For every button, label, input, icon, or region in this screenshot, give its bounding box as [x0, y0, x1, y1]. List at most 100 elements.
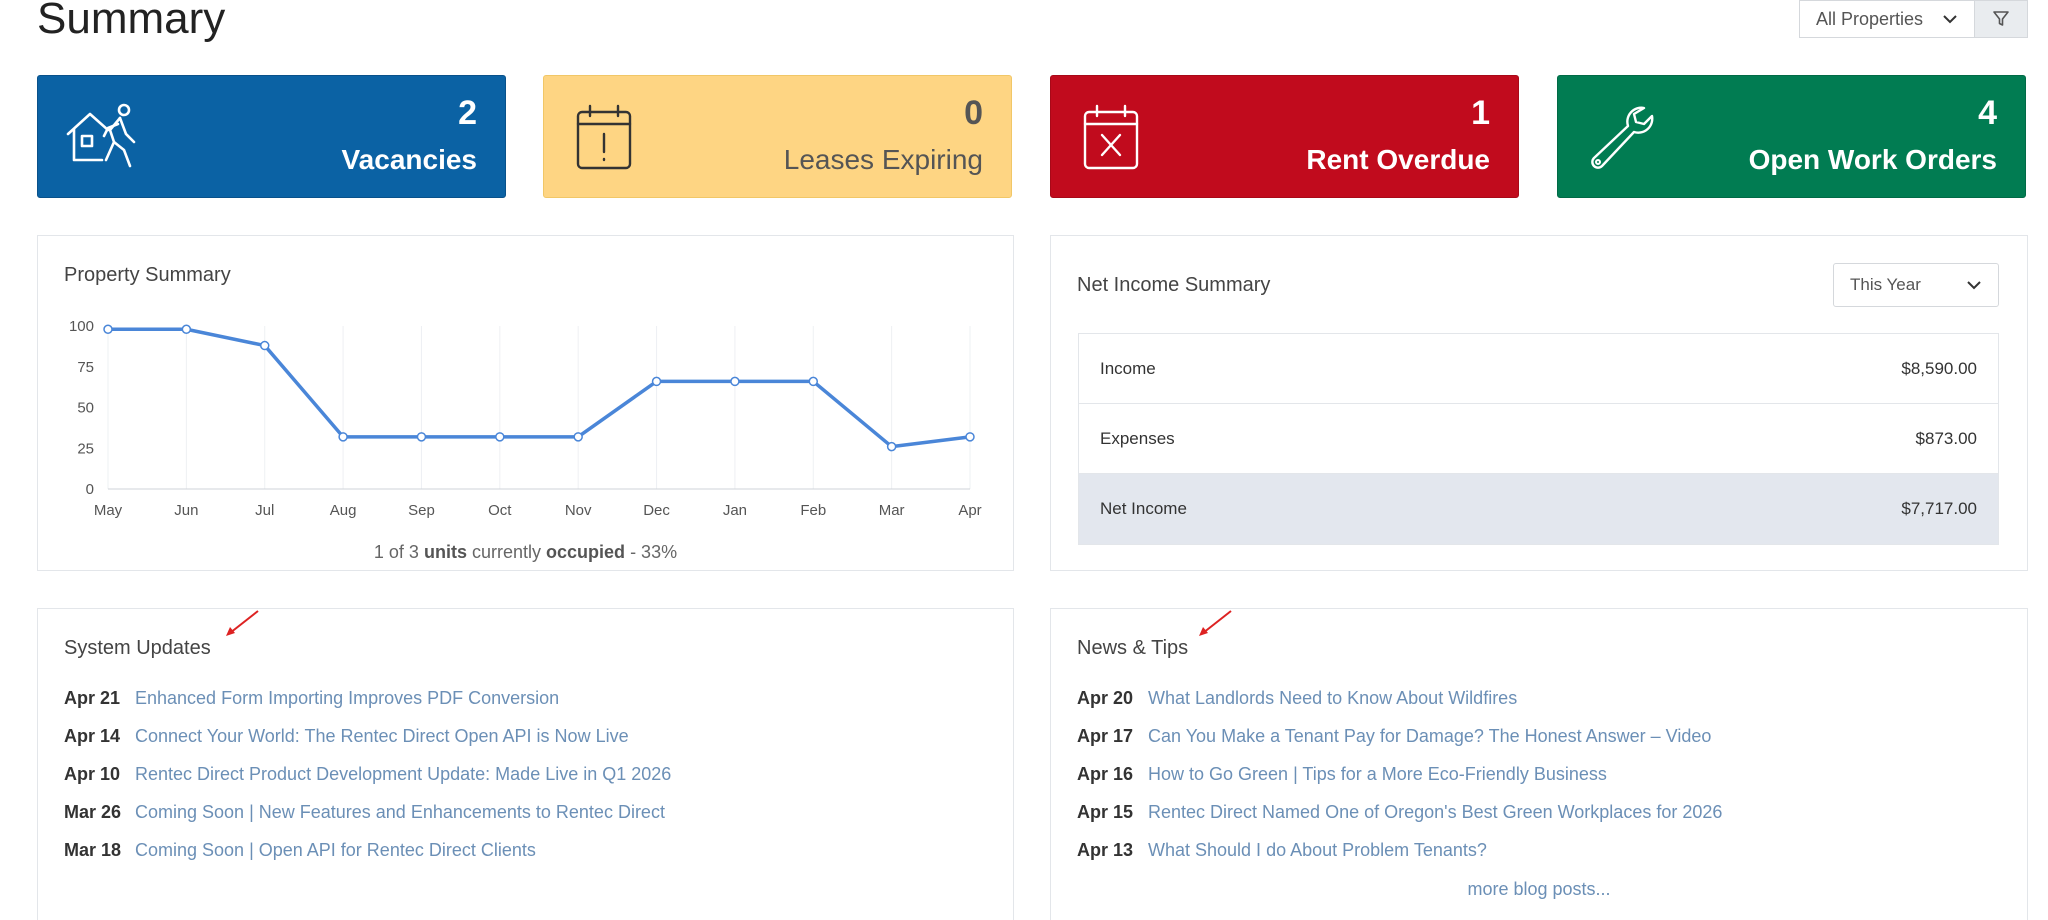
item-link[interactable]: Coming Soon | New Features and Enhanceme… — [135, 801, 665, 822]
item-link[interactable]: Connect Your World: The Rentec Direct Op… — [135, 725, 629, 746]
item-link[interactable]: What Should I do About Problem Tenants? — [1148, 839, 1487, 860]
leases-expiring-label: Leases Expiring — [783, 144, 983, 175]
occupancy-caption: 1 of 3 units currently occupied - 33% — [38, 542, 1013, 563]
income-row: Income $8,590.00 — [1079, 334, 1998, 404]
item-link[interactable]: Can You Make a Tenant Pay for Damage? Th… — [1148, 725, 1712, 746]
list-item: Apr 21 Enhanced Form Importing Improves P… — [64, 679, 671, 717]
chevron-down-icon — [1943, 15, 1957, 24]
net-income-title: Net Income Summary — [1077, 274, 1271, 296]
item-date: Apr 16 — [1077, 763, 1134, 784]
news-tips-panel: News & Tips Apr 20 What Landlords Need to… — [1050, 608, 2028, 920]
funnel-icon — [1993, 11, 2009, 26]
filter-button[interactable] — [1974, 0, 2028, 38]
rent-overdue-card[interactable]: 1 Rent Overdue — [1050, 75, 1519, 198]
x-tick-label: Jan — [723, 502, 747, 519]
system-updates-list: Apr 21 Enhanced Form Importing Improves P… — [64, 679, 671, 869]
item-date: Apr 20 — [1077, 687, 1134, 708]
x-tick-label: May — [94, 502, 123, 519]
list-item: Apr 13 What Should I do About Problem Ten… — [1077, 831, 1722, 869]
leases-expiring-count: 0 — [964, 94, 983, 132]
data-point — [416, 432, 427, 442]
x-tick-label: Sep — [408, 502, 435, 519]
vacancies-card[interactable]: 2 Vacancies — [37, 75, 506, 198]
data-point — [886, 441, 897, 452]
caption-mid: currently — [471, 542, 542, 562]
list-item: Mar 18 Coming Soon | Open API for Rentec … — [64, 831, 671, 869]
net-income-row: Net Income $7,717.00 — [1079, 474, 1998, 544]
expenses-row: Expenses $873.00 — [1079, 404, 1998, 474]
item-link[interactable]: What Landlords Need to Know About Wildfi… — [1148, 687, 1518, 708]
red-arrow-annotation — [1199, 610, 1232, 636]
page-title: Summary — [37, 0, 226, 43]
x-tick-label: Aug — [330, 502, 357, 519]
property-summary-panel: Property Summary 0 25 50 75 100 May Jun Jul Aug S… — [37, 235, 1014, 571]
caption-occupied: occupied — [546, 542, 626, 562]
system-updates-title: System Updates — [64, 637, 211, 659]
item-date: Apr 10 — [64, 763, 121, 784]
data-point — [259, 340, 270, 351]
item-date: Mar 26 — [64, 801, 122, 822]
list-item: Apr 20 What Landlords Need to Know About … — [1077, 679, 1722, 717]
data-point — [730, 376, 740, 387]
calendar-exclamation-icon — [576, 104, 632, 170]
x-tick-label: Apr — [958, 502, 981, 519]
y-tick-label: 50 — [77, 400, 94, 417]
item-date: Apr 15 — [1077, 801, 1134, 822]
x-tick-label: Dec — [643, 502, 670, 519]
item-date: Apr 17 — [1077, 725, 1134, 746]
property-summary-title: Property Summary — [64, 264, 231, 286]
property-filter-select[interactable]: All Properties — [1799, 0, 1974, 38]
x-tick-label: Oct — [488, 502, 512, 519]
row-value: $873.00 — [1915, 428, 1977, 448]
item-link[interactable]: Coming Soon | Open API for Rentec Direct… — [135, 839, 536, 860]
data-point — [808, 376, 819, 387]
news-tips-title: News & Tips — [1077, 637, 1189, 659]
y-tick-label: 75 — [77, 359, 94, 376]
item-link[interactable]: Rentec Direct Named One of Oregon's Best… — [1148, 801, 1723, 822]
row-value: $8,590.00 — [1901, 358, 1977, 378]
calendar-x-icon — [1083, 104, 1139, 170]
open-work-orders-count: 4 — [1978, 94, 1997, 132]
news-tips-list: Apr 20 What Landlords Need to Know About … — [1077, 679, 1722, 869]
data-point — [965, 432, 975, 442]
y-tick-label: 25 — [77, 440, 94, 457]
data-point — [573, 432, 583, 442]
list-item: Apr 16 How to Go Green | Tips for a More … — [1077, 755, 1722, 793]
data-point — [103, 324, 113, 335]
leases-expiring-card[interactable]: 0 Leases Expiring — [543, 75, 1012, 198]
caption-units: units — [423, 542, 467, 562]
list-item: Apr 14 Connect Your World: The Rentec Dir… — [64, 717, 671, 755]
property-summary-chart: 0 25 50 75 100 May Jun Jul Aug Sep Oct Nov Dec Jan Feb… — [69, 318, 982, 519]
caption-percent: - 33% — [630, 542, 678, 562]
open-work-orders-card[interactable]: 4 Open Work Orders — [1557, 75, 2026, 198]
house-walking-person-icon — [66, 103, 136, 168]
data-point — [651, 376, 662, 387]
item-date: Apr 21 — [64, 687, 121, 708]
open-work-orders-label: Open Work Orders — [1748, 144, 1997, 175]
list-item: Apr 10 Rentec Direct Product Development … — [64, 755, 671, 793]
x-tick-label: Nov — [565, 502, 592, 519]
item-link[interactable]: How to Go Green | Tips for a More Eco-Fr… — [1148, 763, 1607, 784]
system-updates-panel: System Updates Apr 21 Enhanced Form Impor… — [37, 608, 1014, 920]
list-item: Apr 17 Can You Make a Tenant Pay for Dama… — [1077, 717, 1722, 755]
row-label: Net Income — [1100, 499, 1187, 518]
net-income-table: Income $8,590.00 Expenses $873.00 Net In… — [1078, 333, 1999, 545]
row-label: Expenses — [1100, 428, 1175, 448]
red-arrow-annotation — [226, 610, 259, 636]
list-item: Apr 15 Rentec Direct Named One of Oregon'… — [1077, 793, 1722, 831]
x-tick-label: Jul — [255, 502, 274, 519]
period-select[interactable]: This Year — [1833, 263, 1999, 307]
row-value: $7,717.00 — [1901, 499, 1977, 518]
period-value: This Year — [1850, 275, 1921, 294]
wrench-icon — [1591, 106, 1654, 169]
rent-overdue-label: Rent Overdue — [1306, 144, 1490, 175]
x-tick-label: Jun — [174, 502, 198, 519]
item-link[interactable]: Rentec Direct Product Development Update… — [135, 763, 672, 784]
x-tick-label: Feb — [800, 502, 826, 519]
property-filter-value: All Properties — [1816, 8, 1924, 29]
more-blog-posts-link[interactable]: more blog posts... — [1467, 879, 1611, 899]
net-income-panel: Net Income Summary This Year Income $8,5… — [1050, 235, 2028, 571]
rent-overdue-count: 1 — [1471, 94, 1490, 132]
vacancies-label: Vacancies — [341, 144, 477, 175]
item-link[interactable]: Enhanced Form Importing Improves PDF Con… — [135, 687, 560, 708]
